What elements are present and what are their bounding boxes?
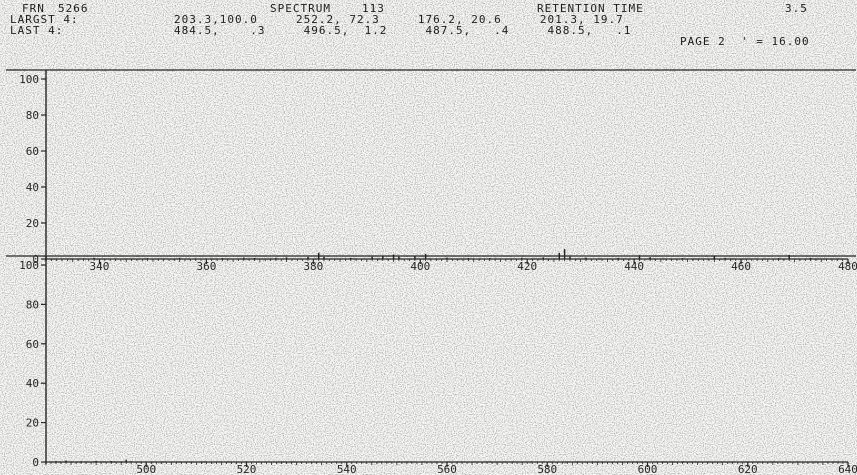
y-tick-label: 0	[32, 456, 39, 469]
y-tick-label: 20	[26, 217, 39, 230]
x-tick-label: 640	[838, 463, 857, 475]
x-tick-label: 420	[517, 260, 537, 273]
y-tick-label: 60	[26, 145, 39, 158]
y-tick-label: 80	[26, 298, 39, 311]
x-tick-label: 560	[437, 463, 457, 475]
x-tick-label: 620	[738, 463, 758, 475]
y-tick-label: 60	[26, 338, 39, 351]
x-tick-label: 360	[196, 260, 216, 273]
x-tick-label: 600	[638, 463, 658, 475]
y-tick-label: 100	[19, 259, 39, 272]
x-tick-label: 540	[337, 463, 357, 475]
x-tick-label: 340	[90, 260, 110, 273]
x-tick-label: 380	[303, 260, 323, 273]
x-tick-label: 500	[136, 463, 156, 475]
y-tick-label: 40	[26, 377, 39, 390]
x-tick-label: 520	[237, 463, 257, 475]
y-tick-label: 100	[19, 73, 39, 86]
x-tick-label: 400	[410, 260, 430, 273]
y-tick-label: 80	[26, 109, 39, 122]
x-tick-label: 480	[838, 260, 857, 273]
x-tick-label: 580	[537, 463, 557, 475]
y-tick-label: 20	[26, 417, 39, 430]
spectrum-panel-lower: 0 20 40 60 80 100 500 520 540 560 580 600 620 640	[6, 255, 857, 475]
y-tick-label: 40	[26, 181, 39, 194]
x-tick-label: 460	[731, 260, 751, 273]
x-tick-label: 440	[624, 260, 644, 273]
